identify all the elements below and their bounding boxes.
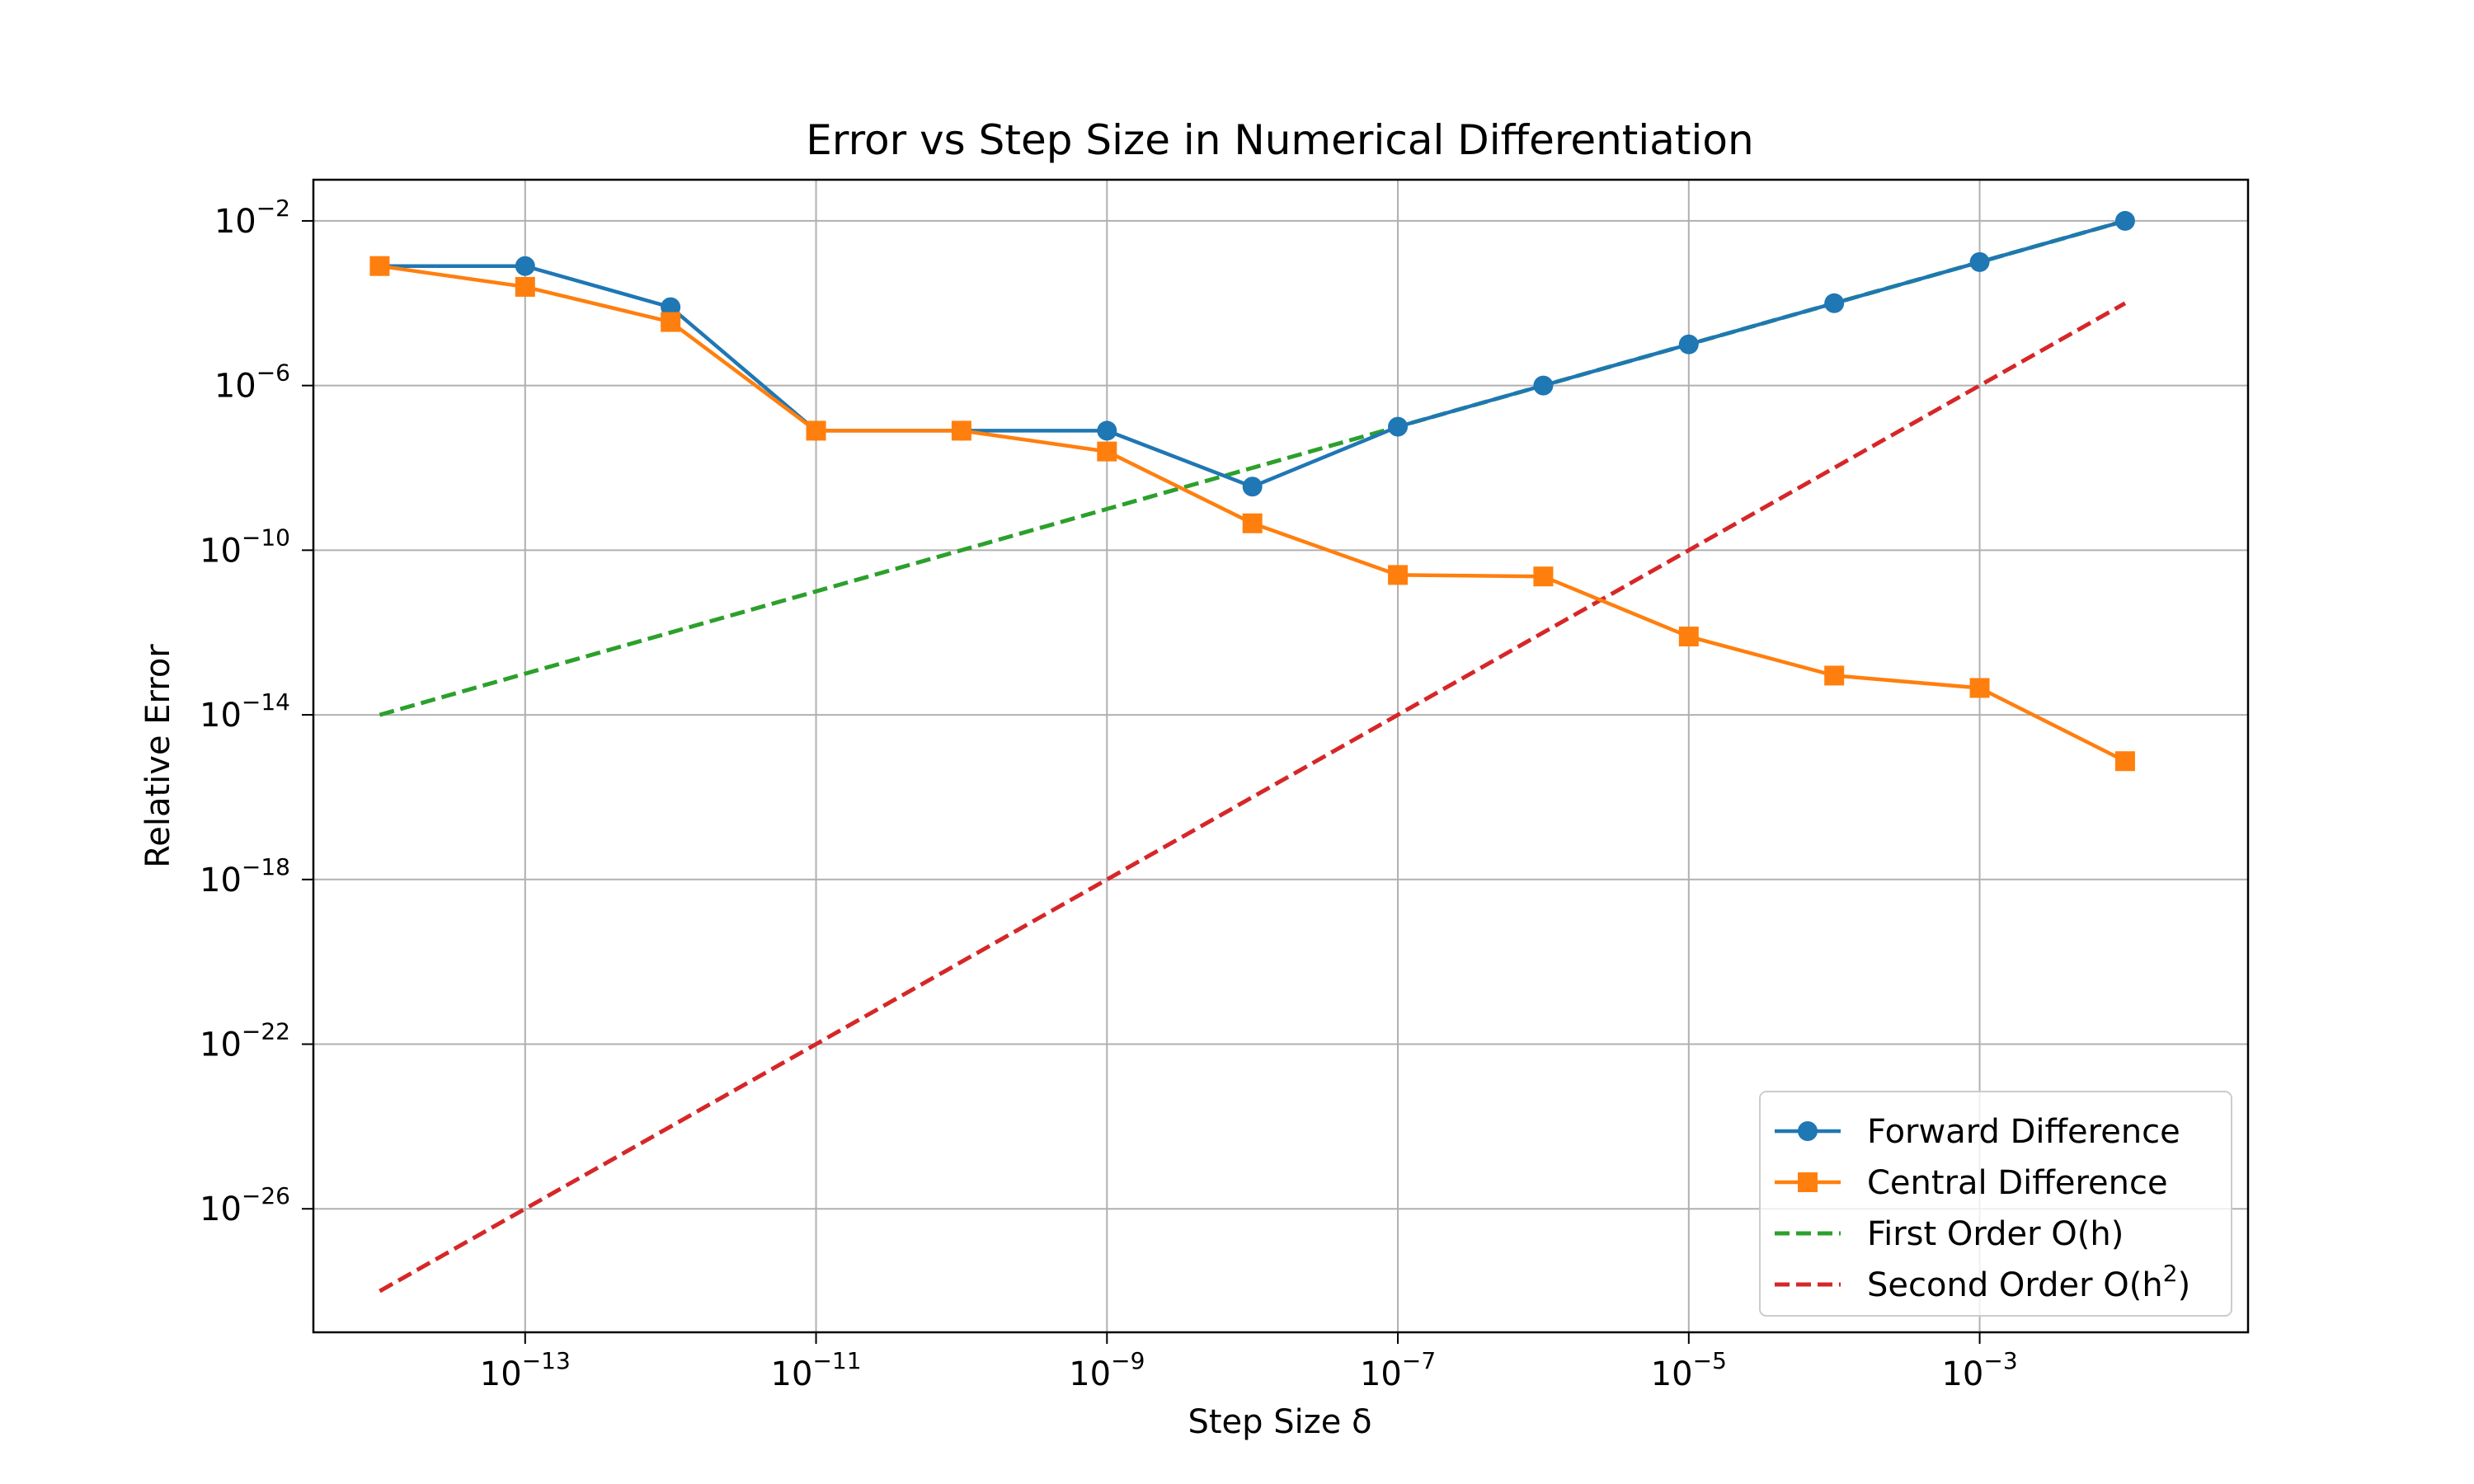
point-forward-difference [1242, 477, 1263, 497]
legend-item-second-order-o-h-2: Second Order O(h2) [1775, 1260, 2190, 1304]
point-central-difference [951, 420, 971, 441]
point-forward-difference [2114, 210, 2135, 231]
x-tick-label: 10−13 [480, 1347, 571, 1393]
point-central-difference [806, 420, 826, 441]
point-central-difference [1824, 665, 1845, 686]
series-line-second-order-o-h-2 [379, 301, 2127, 1294]
legend-item-forward-difference: Forward Difference [1775, 1113, 2180, 1151]
point-central-difference [1388, 565, 1409, 585]
y-tick-label: 10−18 [200, 853, 290, 899]
point-central-difference [515, 276, 535, 297]
x-tick-label: 10−5 [1651, 1347, 1727, 1393]
series-line-forward-difference [379, 218, 2126, 489]
point-central-difference [661, 312, 681, 332]
legend-marker [1798, 1172, 1818, 1192]
chart-title: Error vs Step Size in Numerical Differen… [806, 116, 1753, 164]
point-central-difference [1678, 627, 1699, 647]
series-central-difference [369, 256, 2135, 772]
point-central-difference [1969, 678, 1990, 698]
point-central-difference [1097, 441, 1117, 462]
y-tick-label: 10−10 [200, 524, 290, 570]
point-central-difference [1242, 513, 1263, 533]
plot-frame [312, 178, 2250, 1334]
x-tick-label: 10−11 [771, 1347, 862, 1393]
series-second-order-o-h-2 [379, 301, 2127, 1294]
legend-label: First Order O(h) [1867, 1215, 2124, 1253]
point-central-difference [2114, 751, 2135, 772]
point-forward-difference [1097, 420, 1117, 441]
legend-item-first-order-o-h: First Order O(h) [1775, 1215, 2124, 1253]
point-central-difference [369, 256, 390, 276]
point-forward-difference [1969, 251, 1990, 272]
point-forward-difference [1824, 293, 1845, 313]
y-tick-label: 10−22 [200, 1018, 290, 1064]
legend-label: Central Difference [1867, 1164, 2168, 1202]
y-axis-title: Relative Error [139, 644, 177, 868]
legend-label: Second Order O(h2) [1867, 1260, 2190, 1304]
point-forward-difference [1388, 416, 1409, 437]
y-tick-label: 10−2 [214, 195, 290, 241]
y-tick-label: 10−26 [200, 1182, 290, 1228]
series-layer [369, 210, 2135, 1294]
point-forward-difference [515, 256, 535, 276]
x-tick-label: 10−7 [1360, 1347, 1436, 1393]
x-axis-title: Step Size δ [1188, 1403, 1371, 1441]
legend-box [1759, 1091, 2232, 1317]
y-axis: 10−2 10−6 10−10 10−14 10−18 10−22 10−26 [200, 195, 313, 1228]
legend-label: Forward Difference [1867, 1113, 2180, 1151]
x-tick-label: 10−9 [1069, 1347, 1145, 1393]
series-forward-difference [369, 210, 2135, 497]
legend: Forward Difference Central Difference Firs… [1759, 1091, 2232, 1317]
x-axis: 10−13 10−11 10−9 10−7 10−5 10−3 [480, 1332, 2018, 1393]
y-tick-label: 10−6 [214, 359, 290, 406]
x-tick-label: 10−3 [1941, 1347, 2017, 1393]
point-forward-difference [1533, 375, 1554, 396]
point-forward-difference [1678, 334, 1699, 355]
legend-item-central-difference: Central Difference [1775, 1164, 2168, 1202]
y-tick-label: 10−14 [200, 688, 290, 735]
point-central-difference [1533, 566, 1554, 587]
legend-marker [1798, 1121, 1818, 1141]
